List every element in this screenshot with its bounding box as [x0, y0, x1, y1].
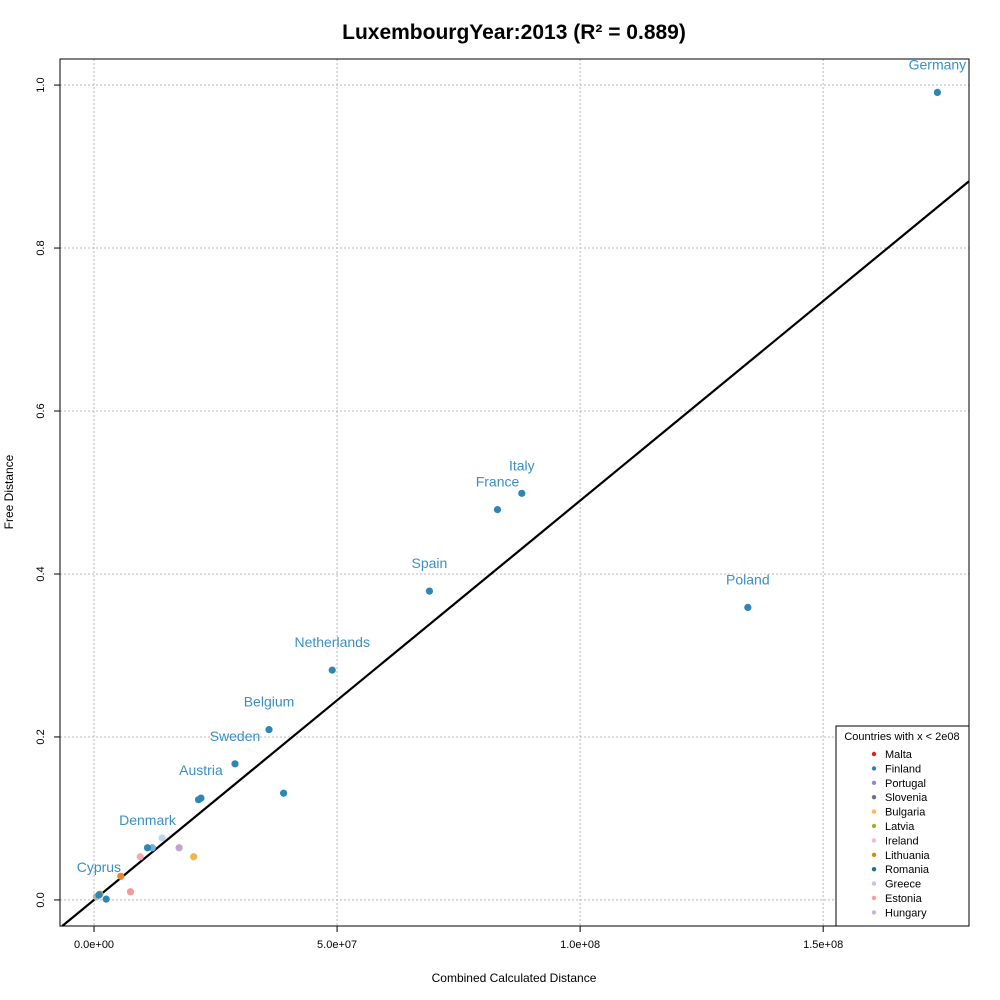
legend-marker	[871, 766, 877, 771]
plot-frame	[59, 58, 970, 927]
chart-title: LuxembourgYear:2013 (R² = 0.889)	[342, 21, 686, 44]
point-label: Sweden	[210, 728, 261, 744]
legend-entry-label: Malta	[885, 749, 913, 761]
y-tick-label: 0.8	[35, 240, 47, 255]
y-tick-label: 0.2	[35, 729, 47, 744]
legend-marker	[871, 823, 877, 829]
data-point	[190, 853, 198, 861]
regression-line	[61, 180, 970, 927]
data-point	[136, 853, 144, 861]
legend-entry-label: Slovenia	[885, 792, 928, 804]
x-tick-label: 1.0e+08	[560, 939, 600, 951]
legend-marker	[871, 852, 877, 857]
regression-line-group	[61, 180, 970, 927]
point-label: Poland	[726, 571, 770, 587]
point-label: Austria	[179, 762, 223, 778]
point-label: Belgium	[244, 694, 295, 710]
y-tick-label: 0.4	[35, 566, 47, 581]
data-point	[197, 794, 205, 802]
x-tick-label: 1.5e+08	[803, 939, 843, 951]
legend-marker	[871, 795, 877, 800]
data-point	[518, 489, 526, 497]
y-tick-label: 0.6	[35, 403, 47, 418]
data-point	[95, 891, 103, 899]
data-point	[744, 603, 752, 611]
legend-marker	[871, 809, 877, 814]
data-point	[126, 888, 135, 896]
legend-marker	[871, 881, 877, 886]
legend-entry-label: Greece	[885, 879, 921, 891]
legend: Countries with x < 2e08 Malta Finland Port…	[835, 725, 970, 927]
data-point	[231, 760, 239, 768]
legend-entry-label: Finland	[885, 763, 921, 775]
point-label: Netherlands	[294, 634, 370, 650]
legend-marker	[871, 838, 877, 843]
data-point	[493, 506, 502, 514]
legend-marker	[871, 910, 877, 915]
legend-title: Countries with x < 2e08	[844, 731, 959, 743]
data-point	[175, 844, 183, 852]
legend-marker	[871, 751, 877, 757]
y-axis-title: Free Distance	[2, 454, 16, 529]
legend-marker	[871, 867, 877, 872]
data-point	[933, 88, 942, 97]
legend-entry-label: Hungary	[885, 907, 927, 919]
data-point	[117, 872, 125, 880]
point-label: Spain	[412, 555, 448, 571]
y-tick-label: 0.0	[35, 892, 47, 907]
point-label: France	[476, 474, 520, 490]
data-point	[328, 666, 336, 674]
x-axis-ticks: 0.0e+00 5.0e+07 1.0e+08 1.5e+08	[74, 926, 843, 951]
x-tick-label: 5.0e+07	[317, 939, 357, 951]
y-tick-label: 1.0	[35, 77, 47, 92]
legend-marker	[871, 780, 877, 785]
legend-entry-label: Lithuania	[885, 850, 931, 862]
data-point	[265, 726, 273, 734]
legend-marker	[871, 895, 877, 901]
x-axis-title: Combined Calculated Distance	[432, 971, 597, 985]
legend-entries: Malta Finland Portugal Slovenia Bulgaria Latv…	[871, 749, 931, 919]
legend-entry-label: Bulgaria	[885, 807, 926, 819]
y-axis-ticks: 0.0 0.2 0.4 0.6 0.8 1.0	[35, 77, 60, 908]
x-tick-label: 0.0e+00	[74, 939, 114, 951]
point-label: Italy	[509, 457, 535, 473]
data-point	[425, 587, 434, 595]
legend-entry-label: Romania	[885, 864, 930, 876]
legend-entry-label: Latvia	[885, 821, 915, 833]
point-label: Cyprus	[77, 859, 121, 875]
legend-entry-label: Ireland	[885, 835, 919, 847]
legend-entry-label: Estonia	[885, 893, 923, 905]
data-point	[158, 834, 166, 842]
legend-entry-label: Portugal	[885, 778, 926, 790]
legend-box	[835, 725, 970, 927]
grid-lines	[60, 59, 969, 926]
point-label: Denmark	[119, 812, 177, 828]
data-point	[143, 844, 152, 852]
data-points	[92, 88, 942, 903]
point-label: Germany	[909, 56, 967, 72]
data-point	[280, 789, 288, 797]
data-point	[102, 895, 110, 903]
